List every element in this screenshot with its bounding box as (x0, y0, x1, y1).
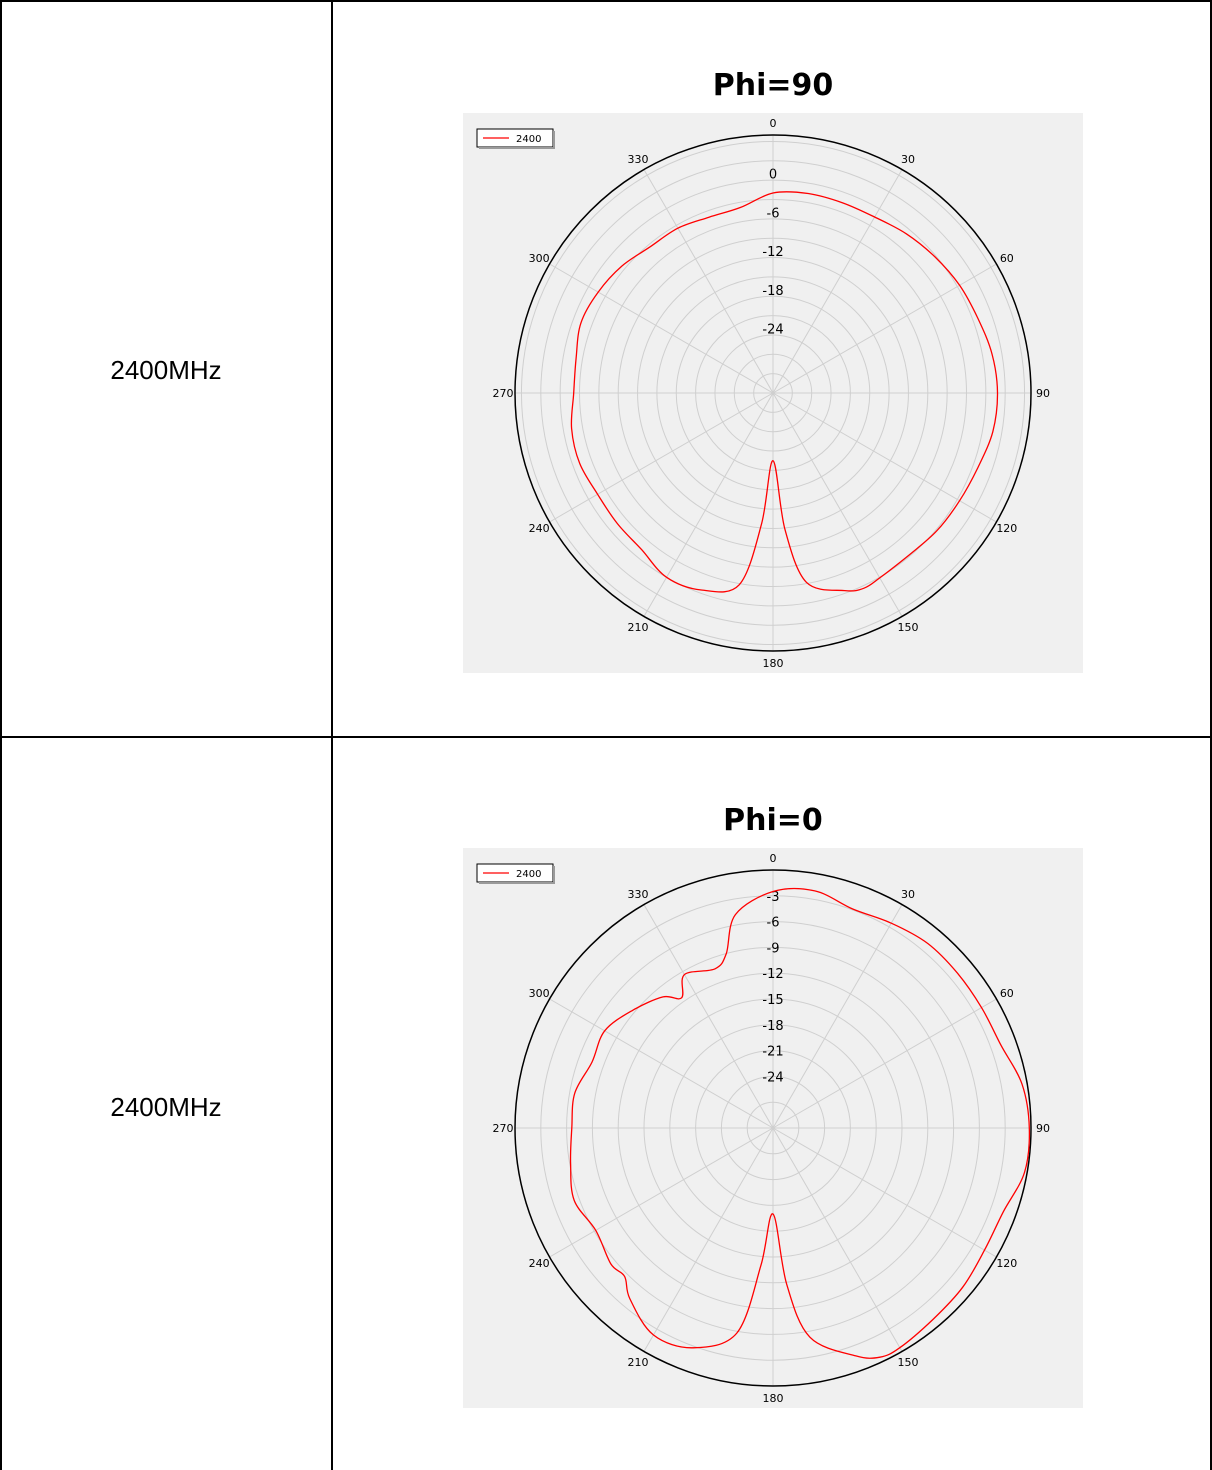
grid-spoke (643, 169, 774, 394)
angle-tick-label: 60 (1000, 252, 1014, 265)
grid-spoke (772, 1127, 903, 1352)
radial-tick-label: -12 (762, 967, 783, 982)
grid-spoke (643, 904, 774, 1129)
grid-spoke (772, 1127, 997, 1258)
polar-grid (515, 135, 1031, 651)
radial-tick-label: -6 (767, 916, 780, 931)
radial-tick-label: -24 (762, 323, 783, 338)
radial-tick-label: -3 (767, 890, 780, 905)
angle-tick-label: 300 (529, 987, 550, 1000)
angle-tick-label: 210 (628, 1356, 649, 1369)
legend-shadow (479, 882, 555, 884)
angle-tick-label: 180 (763, 1392, 784, 1405)
polar-chart: 0 30 60 90 120 150 180 210 240 270 300 330 0 -6 -12 -18… (476, 117, 1050, 670)
angle-tick-label: 240 (529, 522, 550, 535)
radial-tick-label: -15 (762, 993, 783, 1008)
polar-chart: 0 30 60 90 120 150 180 210 240 270 300 330 -3 -6 -9 -12… (476, 852, 1050, 1405)
outer-ring (514, 869, 1032, 1387)
angle-tick-label: 30 (901, 153, 915, 166)
grid-spoke (643, 1127, 774, 1352)
legend-label: 2400 (516, 134, 541, 145)
grid-spoke (549, 263, 774, 394)
polar-plot-area: 0 30 60 90 120 150 180 210 240 270 300 330 -3 -6 -9 -12… (463, 848, 1083, 1408)
row-label-frequency: 2400MHz (110, 1092, 222, 1122)
grid-spoke (772, 904, 903, 1129)
grid-spoke (772, 392, 903, 617)
legend: 2400 (476, 128, 555, 149)
grid-spoke (549, 392, 774, 523)
angle-tick-label: 90 (1036, 1122, 1050, 1135)
chart-title: Phi=0 (723, 803, 823, 838)
angle-tick-label: 120 (996, 1257, 1017, 1270)
grid-spoke (643, 392, 774, 617)
radial-tick-label: -18 (762, 284, 783, 299)
angle-tick-label: 90 (1036, 387, 1050, 400)
radial-tick-label: -24 (762, 1070, 783, 1085)
outer-ring (514, 134, 1032, 652)
angle-tick-label: 150 (898, 1356, 919, 1369)
angle-tick-label: 150 (898, 621, 919, 634)
grid-spoke (772, 998, 997, 1129)
angle-tick-label: 180 (763, 657, 784, 670)
legend-shadow (479, 147, 555, 149)
radial-tick-label: -6 (767, 206, 780, 221)
angle-tick-label: 330 (628, 888, 649, 901)
radial-tick-label: -9 (767, 941, 780, 956)
chart-title: Phi=90 (712, 68, 834, 103)
table-row-divider (0, 736, 1212, 738)
angle-tick-label: 330 (628, 153, 649, 166)
angle-tick-label: 0 (770, 852, 777, 865)
angle-tick-label: 210 (628, 621, 649, 634)
grid-spoke (772, 263, 997, 394)
legend-label: 2400 (516, 869, 541, 880)
angle-tick-label: 270 (493, 1122, 514, 1135)
polar-plot-area: 0 30 60 90 120 150 180 210 240 270 300 330 0 -6 -12 -18… (463, 113, 1083, 673)
angle-tick-label: 0 (770, 117, 777, 130)
angle-tick-label: 240 (529, 1257, 550, 1270)
radial-tick-label: 0 (769, 168, 777, 183)
legend-shadow (553, 866, 555, 884)
radial-tick-label: -18 (762, 1019, 783, 1034)
grid-spoke (772, 169, 903, 394)
polar-grid (515, 870, 1031, 1386)
radial-tick-label: -12 (762, 245, 783, 260)
row-label-frequency: 2400MHz (110, 355, 222, 385)
angle-tick-label: 270 (493, 387, 514, 400)
table-border-top (0, 0, 1212, 2)
series-line (569, 887, 1031, 1359)
grid-spoke (549, 998, 774, 1129)
angle-tick-label: 120 (996, 522, 1017, 535)
table-column-divider (331, 0, 333, 1470)
angle-tick-label: 30 (901, 888, 915, 901)
angle-tick-label: 60 (1000, 987, 1014, 1000)
table-border-right (1210, 0, 1212, 1470)
angle-tick-label: 300 (529, 252, 550, 265)
table-border-left (0, 0, 2, 1470)
legend-shadow (553, 131, 555, 149)
legend: 2400 (476, 863, 555, 884)
series-line (570, 191, 999, 593)
grid-spoke (772, 392, 997, 523)
grid-spoke (549, 1127, 774, 1258)
radial-tick-label: -21 (762, 1045, 783, 1060)
